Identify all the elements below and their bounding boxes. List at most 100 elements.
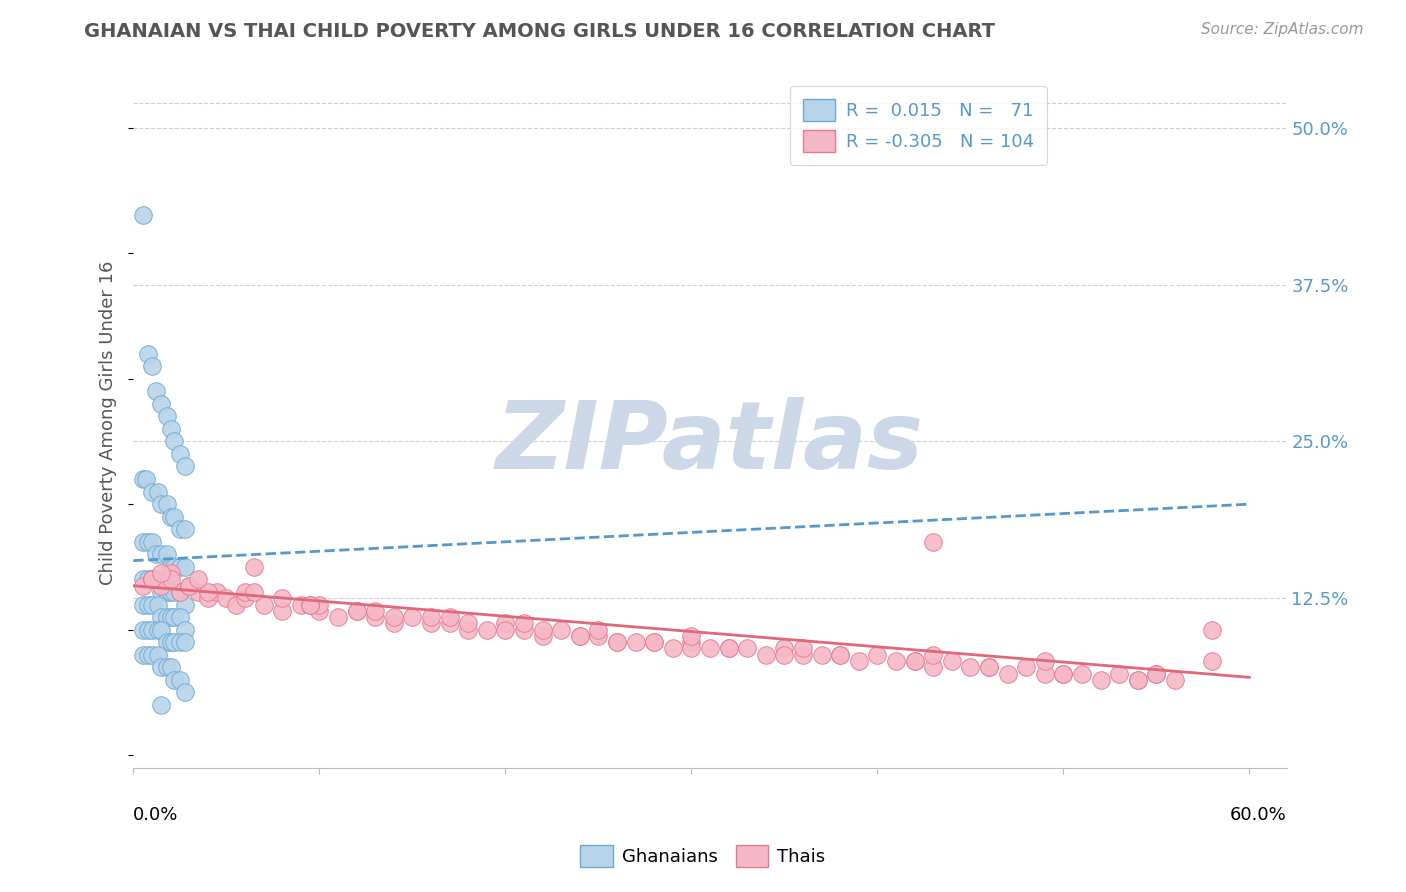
Point [150, 610, 173, 624]
Point [141, 598, 163, 612]
Point [131, 648, 153, 662]
Point [136, 534, 159, 549]
Point [550, 623, 572, 637]
Point [169, 447, 191, 461]
Point [233, 591, 256, 606]
Point [159, 635, 181, 649]
Point [243, 585, 266, 599]
Point [271, 591, 294, 606]
Point [136, 623, 159, 637]
Point [169, 585, 191, 599]
Point [830, 648, 852, 662]
Point [215, 591, 238, 606]
Point [156, 610, 179, 624]
Point [1033, 654, 1056, 668]
Point [174, 685, 197, 699]
Point [141, 534, 163, 549]
Point [531, 623, 554, 637]
Point [792, 641, 814, 656]
Point [135, 472, 157, 486]
Point [513, 623, 536, 637]
Point [243, 560, 266, 574]
Point [382, 616, 405, 631]
Point [1144, 666, 1167, 681]
Point [174, 560, 197, 574]
Point [661, 641, 683, 656]
Point [755, 648, 778, 662]
Point [977, 660, 1000, 674]
Point [531, 629, 554, 643]
Point [1015, 660, 1038, 674]
Point [163, 509, 186, 524]
Point [131, 598, 153, 612]
Point [1071, 666, 1094, 681]
Point [150, 698, 173, 712]
Point [1033, 666, 1056, 681]
Point [1052, 666, 1074, 681]
Point [401, 610, 423, 624]
Point [977, 660, 1000, 674]
Point [866, 648, 889, 662]
Point [159, 610, 181, 624]
Point [420, 616, 443, 631]
Point [159, 573, 181, 587]
Point [205, 585, 228, 599]
Point [1126, 673, 1149, 687]
Point [150, 497, 173, 511]
Point [169, 560, 191, 574]
Point [922, 534, 945, 549]
Point [225, 598, 247, 612]
Point [131, 579, 153, 593]
Point [136, 346, 159, 360]
Point [131, 534, 153, 549]
Point [156, 585, 179, 599]
Point [163, 610, 186, 624]
Point [513, 616, 536, 631]
Point [1201, 654, 1223, 668]
Point [145, 547, 167, 561]
Point [156, 660, 179, 674]
Point [131, 573, 153, 587]
Point [475, 623, 498, 637]
Y-axis label: Child Poverty Among Girls Under 16: Child Poverty Among Girls Under 16 [100, 260, 117, 585]
Point [588, 629, 610, 643]
Point [141, 573, 163, 587]
Legend: R =  0.015   N =   71, R = -0.305   N = 104: R = 0.015 N = 71, R = -0.305 N = 104 [790, 87, 1047, 165]
Point [174, 459, 197, 474]
Point [156, 635, 179, 649]
Point [457, 616, 479, 631]
Point [624, 635, 647, 649]
Text: 60.0%: 60.0% [1230, 805, 1286, 823]
Point [150, 566, 173, 581]
Point [150, 579, 173, 593]
Point [1201, 623, 1223, 637]
Point [159, 660, 181, 674]
Point [145, 384, 167, 399]
Point [420, 610, 443, 624]
Point [159, 585, 181, 599]
Point [568, 629, 591, 643]
Point [150, 585, 173, 599]
Point [163, 673, 186, 687]
Point [141, 573, 163, 587]
Text: Source: ZipAtlas.com: Source: ZipAtlas.com [1201, 22, 1364, 37]
Text: GHANAIAN VS THAI CHILD POVERTY AMONG GIRLS UNDER 16 CORRELATION CHART: GHANAIAN VS THAI CHILD POVERTY AMONG GIR… [84, 22, 995, 41]
Text: 0.0%: 0.0% [134, 805, 179, 823]
Point [364, 610, 387, 624]
Point [290, 598, 312, 612]
Point [382, 610, 405, 624]
Point [174, 635, 197, 649]
Point [773, 648, 796, 662]
Point [159, 566, 181, 581]
Point [792, 648, 814, 662]
Point [141, 648, 163, 662]
Point [197, 591, 219, 606]
Point [169, 673, 191, 687]
Point [959, 660, 981, 674]
Point [136, 648, 159, 662]
Point [346, 604, 368, 618]
Point [941, 654, 963, 668]
Point [146, 598, 169, 612]
Point [699, 641, 721, 656]
Point [156, 497, 179, 511]
